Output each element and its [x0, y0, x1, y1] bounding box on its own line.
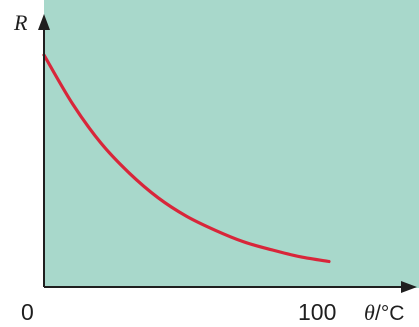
x-tick-label-0: 0	[21, 299, 34, 325]
plot-background	[44, 0, 419, 288]
x-axis-label-symbol: θ	[364, 300, 375, 325]
x-axis-arrowhead	[401, 281, 417, 293]
y-axis-label: R	[13, 10, 28, 35]
series-curve	[42, 53, 331, 264]
y-axis-arrowhead	[38, 14, 50, 30]
x-tick-label-100: 100	[298, 299, 336, 325]
x-axis-label-unit: /°C	[375, 302, 404, 325]
